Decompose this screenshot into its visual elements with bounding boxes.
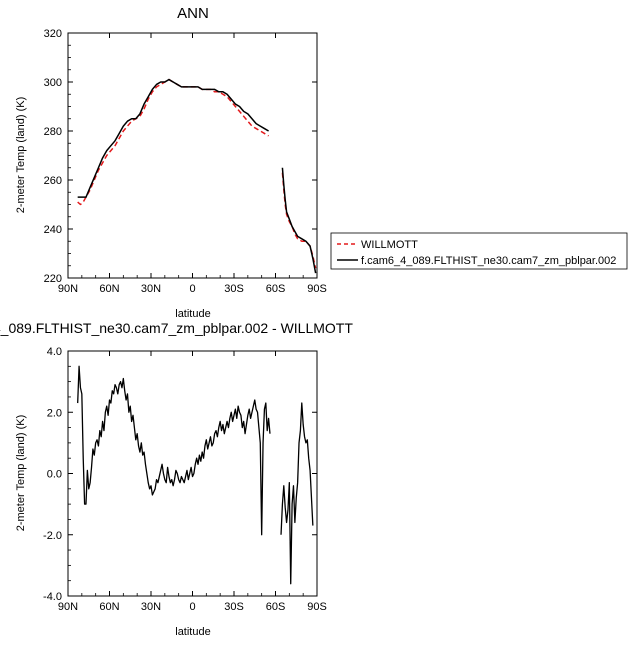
top-y-tick-label: 220 — [44, 273, 62, 285]
bottom-axis-ticks: 90N 60N 30N 0 30S 60S 90S -4.0 -2.0 0.0 2.0 4.0 — [43, 346, 327, 613]
top-y-tick-label: 320 — [44, 28, 62, 40]
top-x-tick-label: 90S — [307, 283, 327, 295]
top-x-tick-label: 30S — [224, 283, 244, 295]
bottom-x-tick-label: 60S — [266, 601, 286, 613]
top-plot-frame — [67, 32, 318, 279]
top-x-tick-label: 0 — [189, 283, 195, 295]
legend-label-model: f.cam6_4_089.FLTHIST_ne30.cam7_zm_pblpar… — [361, 255, 616, 267]
top-x-tick-label: 60N — [99, 283, 119, 295]
top-series-0-segment-0 — [77, 78, 269, 206]
bottom-x-tick-label: 30N — [141, 601, 161, 613]
legend: WILLMOTT f.cam6_4_089.FLTHIST_ne30.cam7_… — [330, 232, 628, 270]
bottom-x-tick-label: 0 — [189, 601, 195, 613]
top-x-axis-label: latitude — [175, 308, 210, 320]
bottom-panel: f.cam6_4_089.FLTHIST_ne30.cam7_zm_pblpar… — [0, 320, 353, 638]
bottom-y-tick-label: 2.0 — [47, 407, 62, 419]
bottom-series-lines — [77, 365, 314, 585]
top-x-tick-label: 90N — [58, 283, 78, 295]
top-series-lines — [77, 78, 317, 274]
bottom-y-tick-label: 4.0 — [47, 346, 62, 358]
bottom-x-tick-label: 60N — [99, 601, 119, 613]
top-y-tick-label: 300 — [44, 77, 62, 89]
bottom-series-0-segment-1 — [280, 402, 314, 585]
top-series-1-segment-1 — [281, 167, 317, 274]
bottom-plot-frame — [67, 350, 318, 597]
top-y-tick-label: 240 — [44, 224, 62, 236]
top-x-tick-label: 60S — [266, 283, 286, 295]
bottom-chart-title: f.cam6_4_089.FLTHIST_ne30.cam7_zm_pblpar… — [0, 320, 353, 336]
top-y-axis-label: 2-meter Temp (land) (K) — [15, 97, 27, 214]
legend-box — [330, 232, 628, 270]
bottom-y-axis-label: 2-meter Temp (land) (K) — [15, 415, 27, 532]
top-chart-title: ANN — [177, 5, 209, 22]
top-series-0-segment-1 — [281, 172, 317, 269]
bottom-y-tick-label: -4.0 — [43, 591, 62, 603]
bottom-x-axis-label: latitude — [175, 626, 210, 638]
top-x-tick-label: 30N — [141, 283, 161, 295]
bottom-series-0-segment-0 — [77, 365, 271, 536]
bottom-x-tick-label: 30S — [224, 601, 244, 613]
bottom-y-tick-label: -2.0 — [43, 530, 62, 542]
top-axis-ticks: 90N 60N 30N 0 30S 60S 90S 220 240 260 280 300 320 — [44, 28, 327, 295]
bottom-y-tick-label: 0.0 — [47, 469, 62, 481]
top-panel: ANN 2-meter Temp (land) (K) latitude 90N… — [15, 5, 327, 320]
bottom-x-tick-label: 90S — [307, 601, 327, 613]
top-y-tick-label: 260 — [44, 175, 62, 187]
bottom-x-tick-label: 90N — [58, 601, 78, 613]
top-y-tick-label: 280 — [44, 126, 62, 138]
legend-label-willmott: WILLMOTT — [361, 239, 418, 251]
top-series-1-segment-0 — [77, 78, 269, 198]
